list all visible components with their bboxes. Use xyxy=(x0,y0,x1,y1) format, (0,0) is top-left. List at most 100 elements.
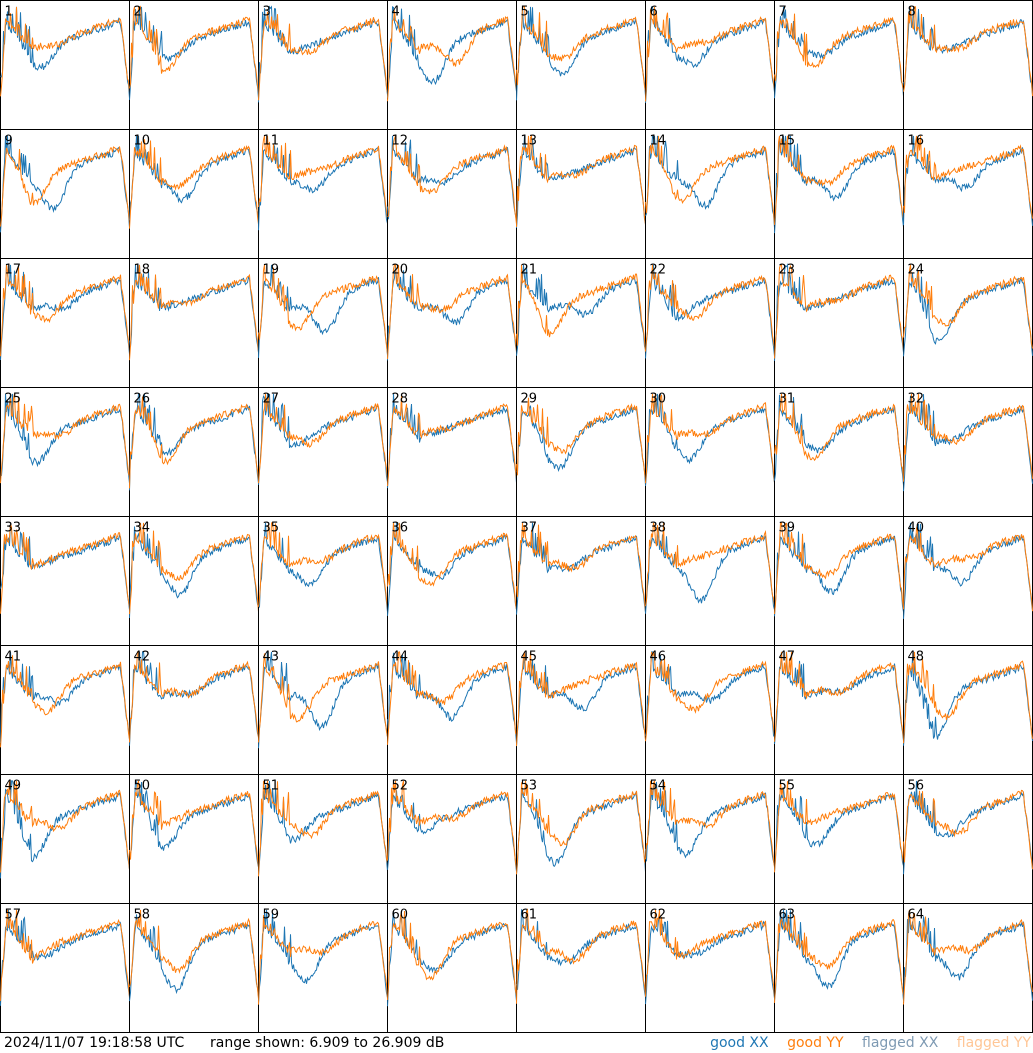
tile-label: 38 xyxy=(650,521,667,536)
series-yy xyxy=(0,909,130,1001)
tile-label: 57 xyxy=(5,908,22,923)
tile-label: 16 xyxy=(908,134,925,149)
tile-panel-5: 5 xyxy=(516,0,646,130)
series-yy xyxy=(0,523,130,614)
tile-panel-11: 11 xyxy=(258,129,388,259)
tile-label: 27 xyxy=(263,392,280,407)
series-yy xyxy=(903,264,1033,349)
series-yy xyxy=(258,264,388,354)
series-yy xyxy=(516,651,646,747)
series-yy xyxy=(258,393,388,484)
series-yy xyxy=(258,780,388,877)
tile-panel-58: 58 xyxy=(129,903,259,1033)
tile-frame xyxy=(129,774,259,904)
tile-panel-54: 54 xyxy=(645,774,775,904)
series-xx xyxy=(774,787,904,872)
tile-label: 63 xyxy=(779,908,796,923)
tile-label: 14 xyxy=(650,134,667,149)
series-yy xyxy=(129,396,259,489)
tile-frame xyxy=(387,129,517,259)
tile-frame xyxy=(645,516,775,646)
tile-panel-64: 64 xyxy=(903,903,1033,1033)
series-xx xyxy=(903,657,1033,746)
tile-frame xyxy=(387,903,517,1033)
series-yy xyxy=(516,397,646,479)
tile-label: 5 xyxy=(521,5,529,20)
tile-panel-34: 34 xyxy=(129,516,259,646)
tile-frame xyxy=(129,258,259,388)
series-yy xyxy=(645,264,775,352)
legend-flagged-xx: flagged XX xyxy=(862,1035,939,1051)
tile-label: 28 xyxy=(392,392,409,407)
series-yy xyxy=(129,5,259,93)
series-yy xyxy=(129,909,259,999)
tile-frame xyxy=(0,258,130,388)
series-yy xyxy=(516,264,646,353)
tile-frame xyxy=(645,258,775,388)
tile-frame xyxy=(129,0,259,130)
tile-frame xyxy=(903,258,1033,388)
tile-panel-48: 48 xyxy=(903,645,1033,775)
series-xx xyxy=(645,781,775,866)
series-yy xyxy=(903,135,1033,219)
tile-panel-20: 20 xyxy=(387,258,517,388)
tile-panel-51: 51 xyxy=(258,774,388,904)
series-yy xyxy=(645,651,775,742)
tile-panel-63: 63 xyxy=(774,903,904,1033)
tile-panel-13: 13 xyxy=(516,129,646,259)
series-yy xyxy=(645,135,775,224)
tile-label: 37 xyxy=(521,521,538,536)
series-yy xyxy=(387,522,517,610)
tile-frame xyxy=(516,903,646,1033)
series-yy xyxy=(516,522,646,612)
tile-label: 51 xyxy=(263,779,280,794)
tile-frame xyxy=(129,387,259,517)
series-xx xyxy=(258,145,388,231)
tile-frame xyxy=(129,645,259,775)
tile-frame xyxy=(516,645,646,775)
series-xx xyxy=(387,135,517,221)
tile-panel-45: 45 xyxy=(516,645,646,775)
tile-panel-14: 14 xyxy=(645,129,775,259)
tile-frame xyxy=(774,774,904,904)
tile-frame xyxy=(645,774,775,904)
series-yy xyxy=(645,6,775,102)
tile-label: 35 xyxy=(263,521,280,536)
series-yy xyxy=(903,909,1033,1005)
tile-label: 40 xyxy=(908,521,925,536)
tile-label: 23 xyxy=(779,263,796,278)
tile-frame xyxy=(387,516,517,646)
tile-panel-52: 52 xyxy=(387,774,517,904)
tile-panel-3: 3 xyxy=(258,0,388,130)
tile-label: 41 xyxy=(5,650,22,665)
tile-label: 3 xyxy=(263,5,271,20)
tile-label: 36 xyxy=(392,521,409,536)
tile-label: 6 xyxy=(650,5,658,20)
timestamp: 2024/11/07 19:18:58 UTC xyxy=(4,1035,185,1051)
series-yy xyxy=(774,522,904,615)
tile-label: 19 xyxy=(263,263,280,278)
tile-label: 32 xyxy=(908,392,925,407)
series-yy xyxy=(774,135,904,225)
series-yy xyxy=(645,909,775,997)
tile-label: 11 xyxy=(263,134,280,149)
tile-label: 21 xyxy=(521,263,538,278)
tile-panel-41: 41 xyxy=(0,645,130,775)
tile-panel-40: 40 xyxy=(903,516,1033,646)
tile-label: 30 xyxy=(650,392,667,407)
series-xx xyxy=(516,6,646,101)
tile-label: 60 xyxy=(392,908,409,923)
tile-panel-30: 30 xyxy=(645,387,775,517)
tile-panel-2: 2 xyxy=(129,0,259,130)
tile-label: 52 xyxy=(392,779,409,794)
series-xx xyxy=(129,914,259,1002)
tile-frame xyxy=(774,516,904,646)
tile-label: 10 xyxy=(134,134,151,149)
legend: good XX good YY flagged XX flagged YY xyxy=(696,1033,1031,1053)
tile-label: 29 xyxy=(521,392,538,407)
tile-label: 20 xyxy=(392,263,409,278)
footer: 2024/11/07 19:18:58 UTC range shown: 6.9… xyxy=(0,1033,1033,1053)
tile-panel-38: 38 xyxy=(645,516,775,646)
series-xx xyxy=(645,264,775,359)
